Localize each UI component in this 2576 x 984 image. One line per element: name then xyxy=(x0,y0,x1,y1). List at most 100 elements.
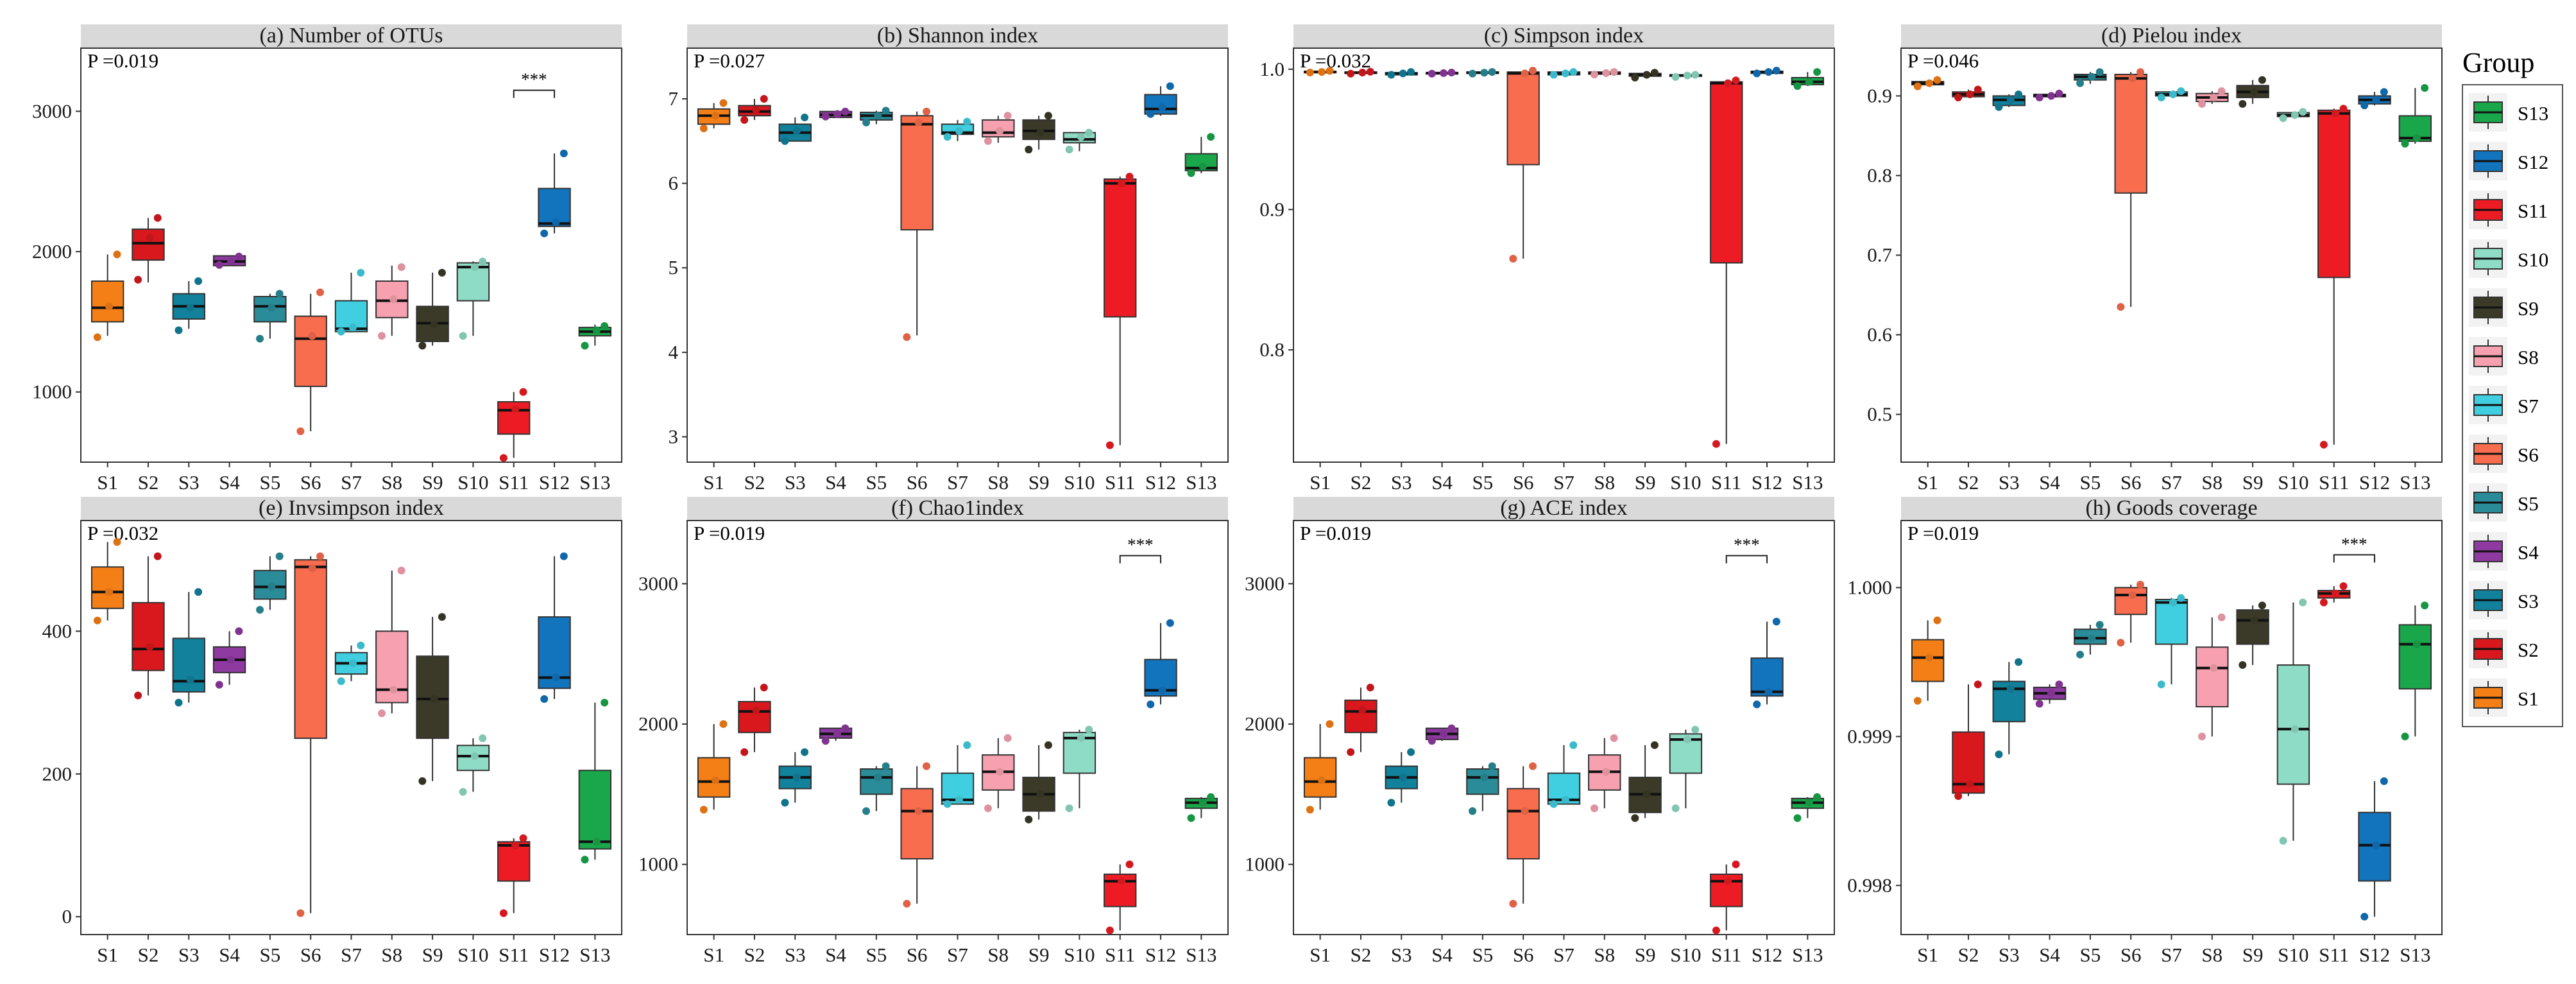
x-tick-label: S13 xyxy=(2400,471,2430,494)
data-point xyxy=(2319,598,2328,607)
data-point xyxy=(882,107,890,115)
data-point xyxy=(963,117,971,126)
legend-item-S3: S3 xyxy=(2469,581,2539,619)
data-point xyxy=(316,552,325,560)
box-S8 xyxy=(982,112,1015,145)
box-S9 xyxy=(1022,741,1055,824)
data-point xyxy=(1306,69,1314,77)
data-point xyxy=(601,698,609,707)
box-S11 xyxy=(1104,173,1137,449)
data-point xyxy=(1469,69,1477,78)
x-tick-label: S13 xyxy=(1792,944,1823,966)
data-point xyxy=(1753,69,1761,78)
x-tick-label: S12 xyxy=(1145,471,1176,494)
data-point xyxy=(1447,724,1456,732)
x-tick-label: S13 xyxy=(579,471,610,494)
box-body xyxy=(900,788,934,859)
x-tick-label: S12 xyxy=(1752,944,1782,966)
box-S2 xyxy=(738,94,771,124)
x-tick-label: S8 xyxy=(1594,471,1615,494)
x-tick-label: S8 xyxy=(2201,944,2222,966)
x-tick-label: S4 xyxy=(219,944,240,966)
data-point xyxy=(2250,88,2258,96)
x-tick-label: S2 xyxy=(1351,471,1372,494)
data-point xyxy=(1085,725,1093,734)
x-tick-label: S8 xyxy=(987,471,1009,494)
data-point xyxy=(943,800,951,808)
data-point xyxy=(1966,780,1974,788)
legend-label: S13 xyxy=(2518,102,2548,125)
x-tick-label: S9 xyxy=(1635,471,1656,494)
data-point xyxy=(1488,68,1496,76)
y-tick-label: 4 xyxy=(669,341,679,363)
x-tick-label: S1 xyxy=(97,471,118,494)
box-body xyxy=(2236,609,2269,645)
data-point xyxy=(1521,69,1529,78)
data-point xyxy=(1764,687,1773,696)
x-tick-label: S7 xyxy=(1553,471,1574,494)
box-body xyxy=(1506,788,1540,859)
data-point xyxy=(1569,741,1578,749)
x-tick-label: S1 xyxy=(1309,944,1331,966)
box-body xyxy=(1344,699,1378,734)
x-tick-label: S7 xyxy=(341,471,362,494)
data-point xyxy=(1118,179,1126,187)
data-point xyxy=(438,268,446,277)
data-point xyxy=(2035,93,2043,101)
plot-frame xyxy=(1900,47,2443,463)
x-tick-label: S9 xyxy=(2242,944,2264,966)
x-tick-label: S7 xyxy=(1553,944,1574,966)
data-point xyxy=(801,113,809,121)
data-point xyxy=(348,324,357,332)
data-point xyxy=(1387,71,1395,79)
data-point xyxy=(1207,793,1215,801)
data-point xyxy=(2279,836,2287,845)
box-S2 xyxy=(132,552,165,700)
y-tick-label: 0.7 xyxy=(1867,244,1892,266)
box-S1 xyxy=(1303,720,1337,814)
data-point xyxy=(1358,69,1367,77)
data-point xyxy=(186,675,194,684)
x-tick-label: S11 xyxy=(1711,944,1741,966)
panel-4: (d) Pielou index P =0.046 0.5 0.6 0.7 0.8 0.9 S… xyxy=(1867,24,2443,494)
box-body xyxy=(294,559,327,739)
box-S11 xyxy=(1710,76,1743,448)
data-point xyxy=(2047,92,2056,100)
data-point xyxy=(1025,145,1033,153)
box-S7 xyxy=(2154,594,2188,689)
box-S8 xyxy=(375,566,409,718)
data-point xyxy=(215,680,223,689)
data-point xyxy=(186,304,194,312)
x-tick-label: S13 xyxy=(2400,944,2430,966)
data-point xyxy=(1147,700,1155,709)
box-S12 xyxy=(1144,82,1177,118)
data-point xyxy=(1772,617,1780,626)
data-point xyxy=(2217,613,2226,621)
data-point xyxy=(1642,71,1651,79)
data-point xyxy=(2290,111,2299,119)
data-point xyxy=(712,776,720,784)
x-tick-label: S1 xyxy=(97,944,118,966)
p-value-label: P =0.019 xyxy=(1907,522,1979,544)
data-point xyxy=(1521,807,1529,815)
box-S3 xyxy=(1385,748,1418,807)
data-point xyxy=(1326,67,1334,75)
x-tick-label: S6 xyxy=(2120,944,2142,966)
data-point xyxy=(1347,748,1355,756)
data-point xyxy=(1813,793,1821,801)
panel-1: (a) Number of OTUs P =0.019 1000 2000 3000 S1… xyxy=(32,24,622,494)
box-S10 xyxy=(1669,725,1703,813)
box-S12 xyxy=(1144,619,1177,709)
data-point xyxy=(821,737,830,745)
p-value-label: P =0.019 xyxy=(1300,522,1371,544)
data-point xyxy=(519,388,527,396)
box-S7 xyxy=(1547,68,1581,79)
box-S4 xyxy=(212,252,246,269)
data-point xyxy=(2299,108,2307,116)
data-point xyxy=(2217,87,2226,95)
data-point xyxy=(760,94,768,103)
data-point xyxy=(2258,601,2266,610)
data-point xyxy=(146,234,154,242)
data-point xyxy=(308,332,316,340)
panel-3: (c) Simpson index P =0.032 0.8 0.9 1.0 S1 S2 S3… xyxy=(1259,24,1835,494)
